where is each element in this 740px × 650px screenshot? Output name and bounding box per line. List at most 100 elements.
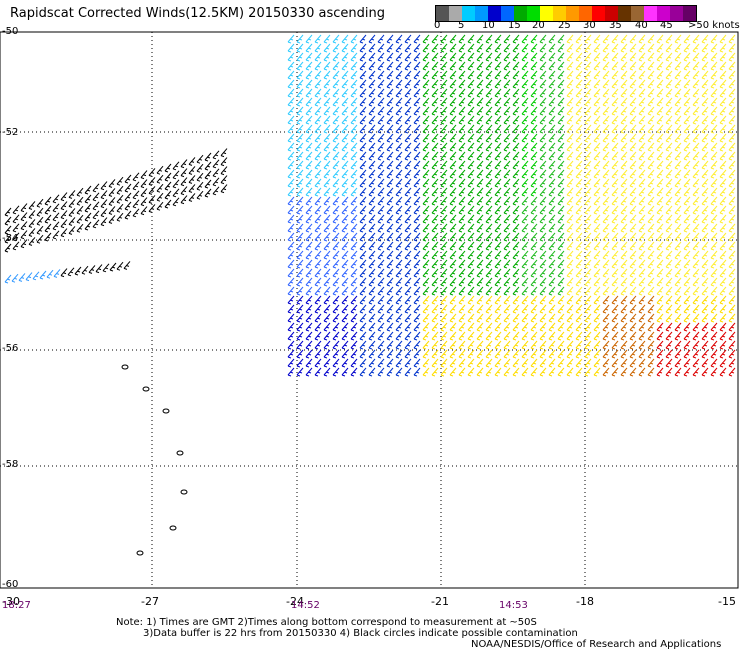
wind-barb bbox=[350, 52, 358, 62]
wind-barb bbox=[638, 367, 646, 377]
wind-barb bbox=[467, 160, 475, 170]
wind-barb bbox=[395, 106, 403, 116]
wind-barb bbox=[521, 52, 529, 62]
wind-barb bbox=[557, 178, 565, 188]
wind-barb bbox=[656, 178, 664, 188]
wind-barb bbox=[602, 367, 610, 377]
wind-barb bbox=[84, 221, 92, 231]
wind-barb bbox=[287, 160, 295, 170]
wind-barb bbox=[602, 313, 610, 323]
wind-barb bbox=[332, 97, 340, 107]
wind-barb bbox=[539, 313, 547, 323]
wind-barb bbox=[413, 151, 421, 161]
wind-barb bbox=[584, 367, 592, 377]
wind-barb bbox=[620, 160, 628, 170]
wind-barb bbox=[431, 286, 439, 296]
wind-barb bbox=[350, 331, 358, 341]
wind-barb bbox=[467, 169, 475, 179]
wind-barb bbox=[395, 367, 403, 377]
wind-barb bbox=[620, 250, 628, 260]
wind-barb bbox=[60, 201, 68, 211]
wind-barb bbox=[494, 133, 502, 143]
wind-barb bbox=[431, 151, 439, 161]
wind-barb bbox=[647, 97, 655, 107]
wind-barb bbox=[287, 205, 295, 215]
wind-barb bbox=[467, 196, 475, 206]
wind-barb bbox=[575, 88, 583, 98]
wind-barb bbox=[476, 268, 484, 278]
wind-barb bbox=[476, 97, 484, 107]
wind-barb bbox=[377, 151, 385, 161]
wind-barb bbox=[530, 322, 538, 332]
wind-barb bbox=[413, 124, 421, 134]
wind-barb bbox=[503, 367, 511, 377]
wind-barb bbox=[557, 205, 565, 215]
island-shape bbox=[121, 364, 129, 370]
wind-barb bbox=[314, 160, 322, 170]
wind-barb bbox=[386, 196, 394, 206]
wind-barb bbox=[494, 241, 502, 251]
wind-barb bbox=[440, 97, 448, 107]
wind-barb bbox=[485, 133, 493, 143]
wind-barb bbox=[530, 88, 538, 98]
wind-barb bbox=[701, 304, 709, 314]
wind-barb bbox=[494, 169, 502, 179]
wind-barb bbox=[140, 188, 148, 198]
wind-barb bbox=[305, 97, 313, 107]
wind-barb bbox=[620, 79, 628, 89]
wind-barb bbox=[728, 277, 736, 287]
wind-barb bbox=[341, 142, 349, 152]
wind-barb bbox=[620, 241, 628, 251]
islands bbox=[121, 364, 188, 556]
wind-barb bbox=[359, 331, 367, 341]
wind-barb bbox=[656, 214, 664, 224]
wind-barb bbox=[350, 124, 358, 134]
wind-barb bbox=[212, 159, 220, 169]
wind-barb bbox=[124, 192, 132, 202]
wind-barb bbox=[728, 313, 736, 323]
wind-barb bbox=[593, 34, 601, 44]
wind-barb bbox=[314, 178, 322, 188]
wind-barb bbox=[485, 187, 493, 197]
wind-barb bbox=[503, 43, 511, 53]
wind-barb bbox=[12, 241, 20, 251]
wind-barb bbox=[458, 232, 466, 242]
wind-barb bbox=[521, 277, 529, 287]
wind-barb bbox=[701, 133, 709, 143]
wind-barb bbox=[422, 43, 430, 53]
wind-barb bbox=[413, 259, 421, 269]
wind-barb bbox=[530, 178, 538, 188]
wind-barb bbox=[395, 124, 403, 134]
wind-barb bbox=[467, 34, 475, 44]
wind-barb bbox=[539, 286, 547, 296]
wind-barb bbox=[512, 295, 520, 305]
wind-barb bbox=[404, 187, 412, 197]
wind-barb bbox=[377, 52, 385, 62]
wind-barb bbox=[368, 178, 376, 188]
wind-barb bbox=[494, 214, 502, 224]
wind-barb bbox=[422, 124, 430, 134]
wind-barb bbox=[431, 349, 439, 359]
wind-barb bbox=[575, 277, 583, 287]
wind-barb bbox=[314, 133, 322, 143]
wind-barb bbox=[204, 170, 212, 180]
wind-barb bbox=[638, 250, 646, 260]
wind-barb bbox=[710, 178, 718, 188]
wind-barb bbox=[566, 169, 574, 179]
wind-barb bbox=[557, 241, 565, 251]
wind-barb bbox=[683, 313, 691, 323]
wind-barb bbox=[530, 340, 538, 350]
wind-barb bbox=[512, 133, 520, 143]
wind-barb bbox=[566, 340, 574, 350]
wind-barb bbox=[440, 196, 448, 206]
wind-barb bbox=[638, 358, 646, 368]
wind-barb bbox=[386, 34, 394, 44]
wind-barb bbox=[296, 223, 304, 233]
wind-barb bbox=[422, 115, 430, 125]
wind-barb bbox=[593, 358, 601, 368]
wind-barb bbox=[728, 295, 736, 305]
wind-barb bbox=[629, 97, 637, 107]
wind-barb bbox=[350, 250, 358, 260]
wind-barb bbox=[332, 79, 340, 89]
